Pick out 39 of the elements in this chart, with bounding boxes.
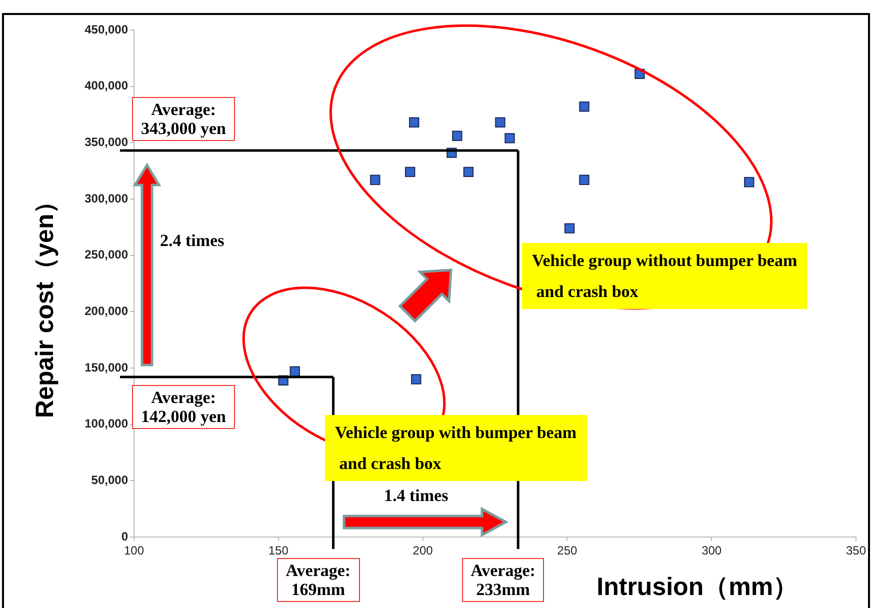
- x-tick-label: 200: [412, 544, 434, 558]
- point: [411, 374, 422, 384]
- y-tick-label: 450,000: [84, 22, 128, 36]
- y-tick-label: 50,000: [91, 472, 128, 487]
- point: [452, 130, 462, 142]
- x-axis-title: Intrusion（mm）: [596, 572, 798, 603]
- point: [409, 117, 420, 128]
- y-axis-title: Repair cost（yen）: [30, 188, 60, 418]
- ref-line-label: Average: 142,000 yen: [132, 385, 235, 429]
- y-tick-label: 100,000: [84, 416, 128, 431]
- ref-line-label: Average: 233mm: [462, 558, 544, 602]
- y-tick-label: 150,000: [84, 360, 128, 374]
- point: [504, 133, 515, 144]
- point: [579, 102, 590, 112]
- annotation: 2.4 times: [160, 230, 224, 252]
- x-tick-label: 150: [268, 544, 289, 558]
- y-tick-label: 250,000: [84, 248, 128, 262]
- point: [564, 223, 575, 234]
- annotation: Vehicle group with bumper beam and crash box: [325, 415, 586, 481]
- annotation: 1.4 times: [384, 485, 448, 507]
- ref-line-label: Average: 343,000 yen: [132, 96, 235, 141]
- x-tick-label: 250: [557, 544, 578, 558]
- y-tick-label: 200,000: [84, 304, 128, 318]
- annotation: Vehicle group without bumper beam and crash box: [522, 243, 808, 309]
- ref-line-label: Average: 169mm: [276, 558, 360, 602]
- y-tick-label: 0: [121, 529, 128, 544]
- x-tick-label: 100: [124, 544, 144, 558]
- x-tick-label: 350: [846, 544, 866, 558]
- point: [579, 174, 590, 185]
- point: [744, 177, 754, 188]
- point: [463, 166, 474, 178]
- point: [404, 166, 416, 178]
- point: [495, 117, 506, 128]
- point: [290, 366, 300, 376]
- y-tick-label: 350,000: [84, 134, 128, 149]
- y-tick-label: 400,000: [84, 78, 128, 93]
- y-tick-label: 300,000: [84, 191, 128, 206]
- point: [370, 174, 380, 185]
- x-tick-label: 300: [702, 544, 722, 558]
